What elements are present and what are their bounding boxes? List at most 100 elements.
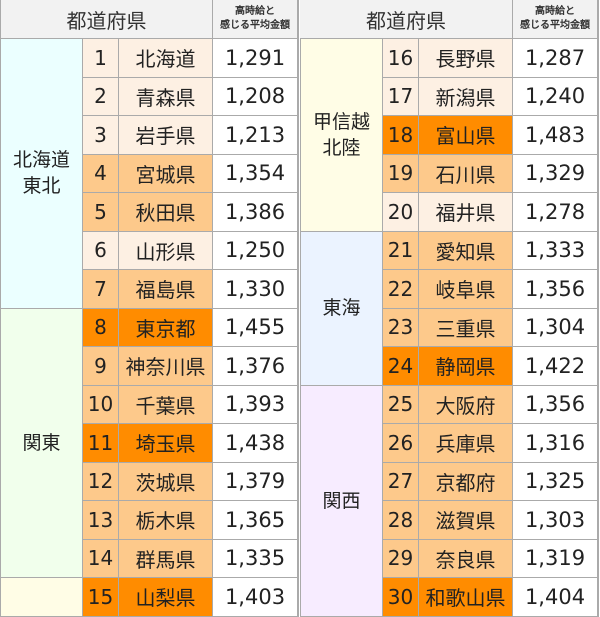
prefecture-name: 愛知県 — [435, 239, 496, 264]
rank-cell: 3 — [83, 116, 119, 155]
rank-cell: 19 — [383, 154, 419, 193]
wage-value-cell: 1,291 — [213, 39, 298, 78]
rank-number: 2 — [94, 84, 107, 109]
rank-number: 4 — [94, 161, 107, 186]
prefecture-name: 長野県 — [435, 47, 496, 72]
wage-value: 1,356 — [524, 276, 586, 301]
prefecture-name: 和歌山県 — [425, 586, 506, 611]
prefecture-cell: 神奈川県 — [119, 347, 213, 386]
rank-cell: 14 — [83, 539, 119, 578]
region-cell: 甲信越 北陸 — [300, 39, 383, 232]
wage-value-cell: 1,213 — [213, 116, 298, 155]
wage-value-cell: 1,438 — [213, 424, 298, 463]
header-wage-line2: 感じる平均金額 — [220, 20, 290, 31]
wage-value-cell: 1,483 — [513, 116, 598, 155]
prefecture-cell: 石川県 — [419, 154, 513, 193]
prefecture-cell: 岐阜県 — [419, 270, 513, 309]
prefecture-cell: 静岡県 — [419, 347, 513, 386]
prefecture-cell: 秋田県 — [119, 193, 213, 232]
region-name-line: 北陸 — [322, 136, 361, 159]
rank-number: 18 — [387, 122, 414, 147]
rank-cell: 27 — [383, 462, 419, 501]
wage-value: 1,438 — [224, 430, 286, 455]
prefecture-cell: 新潟県 — [419, 77, 513, 116]
prefecture-cell: 栃木県 — [119, 501, 213, 540]
rank-number: 22 — [387, 276, 414, 301]
wage-value: 1,303 — [524, 507, 586, 532]
rank-number: 1 — [94, 45, 107, 70]
rank-cell: 2 — [83, 77, 119, 116]
rank-number: 26 — [387, 430, 414, 455]
wage-value: 1,304 — [524, 315, 586, 340]
region-name-line: 関西 — [322, 489, 361, 512]
rank-cell: 10 — [83, 385, 119, 424]
prefecture-cell: 福井県 — [419, 193, 513, 232]
region-name-line: 甲信越 — [312, 110, 370, 133]
prefecture-name: 三重県 — [435, 316, 496, 341]
rank-cell: 21 — [383, 231, 419, 270]
wage-value-cell: 1,455 — [213, 308, 298, 347]
rank-number: 24 — [387, 353, 414, 378]
wage-value: 1,250 — [224, 238, 286, 263]
prefecture-cell: 北海道 — [119, 39, 213, 78]
region-name-line: 関東 — [22, 431, 61, 454]
wage-value: 1,333 — [524, 238, 586, 263]
prefecture-cell: 青森県 — [119, 77, 213, 116]
rank-cell: 6 — [83, 231, 119, 270]
prefecture-name: 埼玉県 — [135, 432, 196, 457]
rank-cell: 22 — [383, 270, 419, 309]
rank-number: 13 — [87, 507, 114, 532]
wage-value: 1,379 — [224, 469, 286, 494]
wage-value-cell: 1,329 — [513, 154, 598, 193]
rank-cell: 9 — [83, 347, 119, 386]
wage-value: 1,356 — [524, 392, 586, 417]
region-name-line: 東北 — [22, 175, 61, 198]
wage-value: 1,335 — [224, 546, 286, 571]
rank-cell: 25 — [383, 385, 419, 424]
wage-value: 1,386 — [224, 199, 286, 224]
rank-number: 3 — [94, 122, 107, 147]
header-wage-line1: 高時給と — [535, 6, 575, 17]
wage-value-cell: 1,303 — [513, 501, 598, 540]
header-wage-line2: 感じる平均金額 — [520, 20, 590, 31]
wage-value-cell: 1,422 — [513, 347, 598, 386]
prefecture-name: 神奈川県 — [125, 355, 206, 380]
rank-number: 7 — [94, 276, 107, 301]
prefecture-name: 大阪府 — [435, 393, 496, 418]
wage-value-cell: 1,208 — [213, 77, 298, 116]
prefecture-name: 秋田県 — [135, 201, 196, 226]
rank-cell: 15 — [83, 578, 119, 617]
wage-value-cell: 1,365 — [213, 501, 298, 540]
rank-cell: 1 — [83, 39, 119, 78]
rank-number: 25 — [387, 392, 414, 417]
region-cell: 東海 — [300, 231, 383, 386]
wage-value: 1,278 — [524, 199, 586, 224]
prefecture-name: 栃木県 — [135, 509, 196, 534]
rank-cell: 17 — [383, 77, 419, 116]
rank-number: 23 — [387, 315, 414, 340]
rank-cell: 18 — [383, 116, 419, 155]
prefecture-cell: 和歌山県 — [419, 578, 513, 617]
rank-number: 29 — [387, 546, 414, 571]
prefecture-cell: 埼玉県 — [119, 424, 213, 463]
wage-value-cell: 1,316 — [513, 424, 598, 463]
prefecture-name: 東京都 — [135, 316, 196, 341]
wage-value-cell: 1,356 — [513, 270, 598, 309]
region-cell: 関東 — [0, 308, 83, 578]
rank-cell: 23 — [383, 308, 419, 347]
prefecture-cell: 長野県 — [419, 39, 513, 78]
header-wage: 高時給と 感じる平均金額 — [213, 0, 298, 39]
prefecture-cell: 東京都 — [119, 308, 213, 347]
rank-cell: 28 — [383, 501, 419, 540]
prefecture-name: 宮城県 — [135, 162, 196, 187]
wage-value: 1,325 — [524, 469, 586, 494]
prefecture-cell: 群馬県 — [119, 539, 213, 578]
prefecture-name: 新潟県 — [435, 85, 496, 110]
rank-cell: 5 — [83, 193, 119, 232]
header-prefecture: 都道府県 — [300, 0, 513, 39]
rank-cell: 16 — [383, 39, 419, 78]
wage-value: 1,393 — [224, 392, 286, 417]
prefecture-name: 奈良県 — [435, 547, 496, 572]
wage-value-cell: 1,403 — [213, 578, 298, 617]
